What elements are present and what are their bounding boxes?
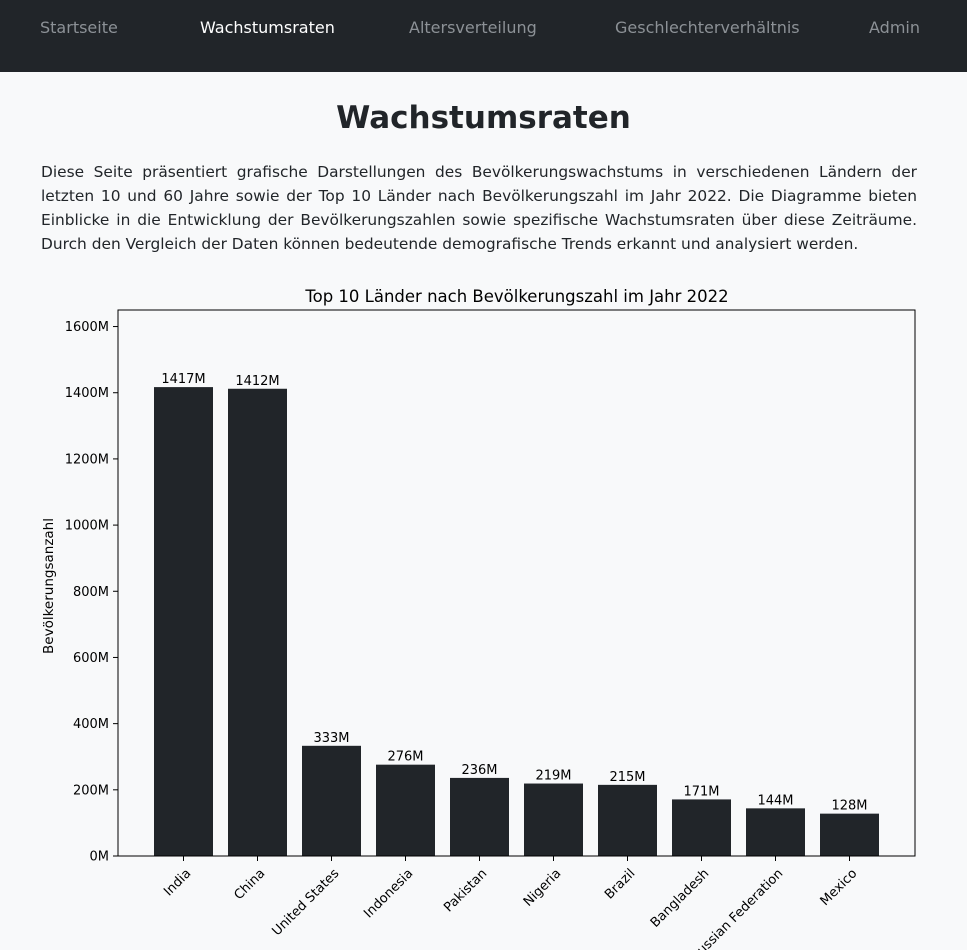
- bar-bangladesh: [672, 799, 731, 856]
- bars-group: [154, 387, 879, 856]
- y-tick-label: 1400M: [65, 386, 109, 401]
- bar-brazil: [598, 784, 657, 856]
- y-tick-label: 200M: [73, 783, 109, 798]
- y-tick-label: 400M: [73, 717, 109, 732]
- page-title: Wachstumsraten: [336, 100, 631, 136]
- nav-item-altersverteilung[interactable]: Altersverteilung: [409, 18, 537, 37]
- bar-pakistan: [450, 777, 509, 856]
- bar-india: [154, 387, 213, 856]
- value-label: 171M: [683, 784, 719, 799]
- value-label: 1412M: [235, 374, 279, 389]
- y-tick-label: 1200M: [65, 452, 109, 467]
- x-tick-label: Pakistan: [441, 866, 490, 915]
- x-tick-label: Mexico: [818, 866, 861, 909]
- chart-title: Top 10 Länder nach Bevölkerungszahl im J…: [304, 287, 728, 306]
- value-label: 276M: [387, 750, 423, 765]
- population-bar-chart: Top 10 Länder nach Bevölkerungszahl im J…: [41, 287, 916, 950]
- plot-frame: [117, 309, 916, 857]
- bar-china: [228, 388, 287, 856]
- value-label: 215M: [609, 770, 645, 785]
- value-label: 1417M: [161, 372, 205, 387]
- top-navbar: Startseite Wachstumsraten Altersverteilu…: [0, 0, 967, 72]
- value-label: 236M: [461, 763, 497, 778]
- y-tick-label: 800M: [73, 585, 109, 600]
- x-tick-label: United States: [269, 866, 342, 939]
- bar-nigeria: [524, 783, 583, 856]
- x-tick-label: Indonesia: [361, 866, 416, 921]
- nav-item-wachstumsraten[interactable]: Wachstumsraten: [200, 18, 335, 37]
- chart-y-axis-label: Bevölkerungsanzahl: [41, 518, 57, 654]
- nav-item-admin[interactable]: Admin: [869, 18, 920, 37]
- x-axis: India China United States Indonesia Pakistan…: [161, 856, 860, 950]
- nav-item-geschlechterverhaeltnis[interactable]: Geschlechterverhältnis: [615, 18, 800, 37]
- x-tick-label: Bangladesh: [648, 866, 713, 931]
- x-tick-label: China: [231, 866, 268, 903]
- y-axis: 0M 200M 400M 600M 800M 1000M 1200M 1400M 1600M: [65, 320, 118, 865]
- value-label: 219M: [535, 769, 571, 784]
- y-tick-label: 1000M: [65, 519, 109, 534]
- x-tick-label: Nigeria: [521, 866, 564, 909]
- x-tick-label: Brazil: [602, 866, 638, 902]
- bar-mexico: [820, 813, 879, 856]
- x-tick-label: India: [161, 866, 194, 899]
- nav-item-startseite[interactable]: Startseite: [40, 18, 118, 37]
- value-label: 333M: [313, 731, 349, 746]
- y-tick-label: 0M: [90, 850, 110, 865]
- value-label: 128M: [831, 799, 867, 814]
- bar-united-states: [302, 745, 361, 856]
- bar-indonesia: [376, 764, 435, 856]
- value-label: 144M: [757, 793, 793, 808]
- y-tick-label: 1600M: [65, 320, 109, 335]
- y-tick-label: 600M: [73, 651, 109, 666]
- bar-russian-federation: [746, 808, 805, 856]
- intro-paragraph: Diese Seite präsentiert grafische Darste…: [41, 163, 917, 253]
- value-labels-group: 1417M 1412M 333M 276M 236M 219M 215M 171M 144M 12…: [161, 372, 867, 814]
